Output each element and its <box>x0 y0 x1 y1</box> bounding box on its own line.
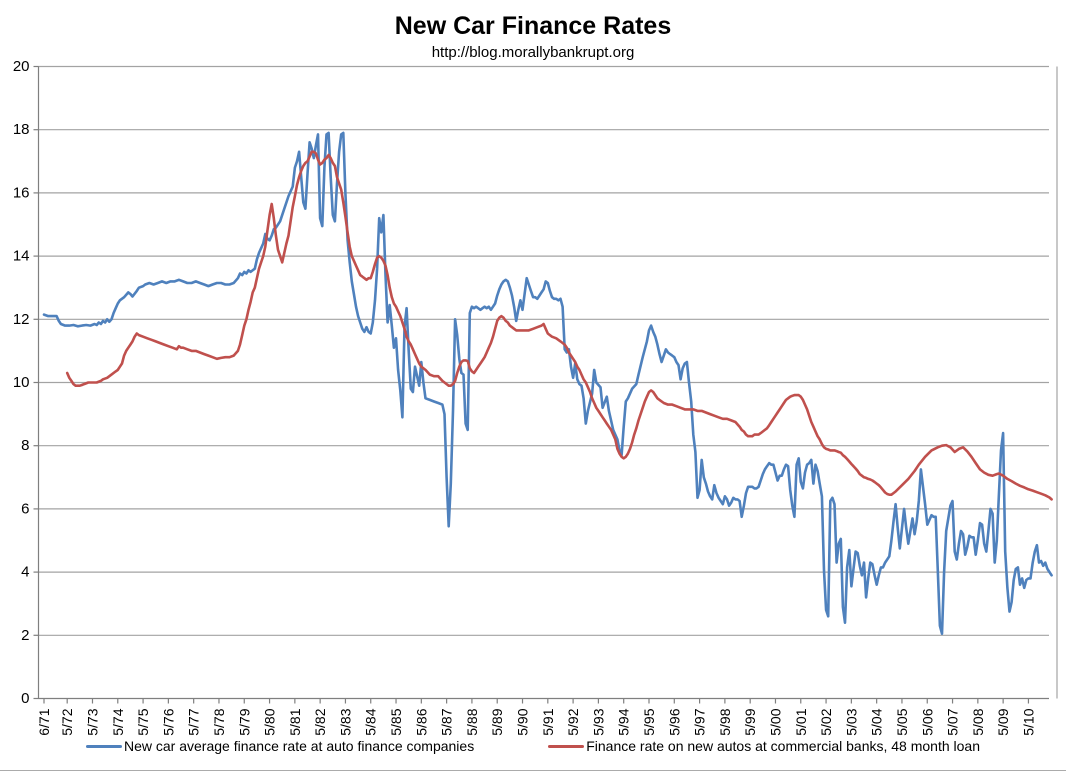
legend-item-commercial-banks: Finance rate on new autos at commercial … <box>548 738 980 754</box>
x-tick-label-5/10: 5/10 <box>1020 708 1036 735</box>
legend: New car average finance rate at auto fin… <box>0 738 1066 754</box>
window-bottom-edge <box>0 770 1066 771</box>
x-tick-label-5/84: 5/84 <box>363 708 379 735</box>
y-tick-label-6: 6 <box>21 500 29 517</box>
y-tick-label-18: 18 <box>13 121 30 138</box>
blue-line-swatch <box>86 744 122 748</box>
y-tick-label-0: 0 <box>21 690 29 707</box>
x-tick-label-5/05: 5/05 <box>894 708 910 735</box>
series-line-commercial-banks <box>65 150 1053 501</box>
y-tick-label-16: 16 <box>13 184 30 201</box>
x-tick-label-5/96: 5/96 <box>666 708 682 735</box>
legend-item-auto-finance-companies: New car average finance rate at auto fin… <box>86 738 474 754</box>
x-tick-label-6/71: 6/71 <box>36 708 52 735</box>
x-tick-label-5/97: 5/97 <box>692 708 708 735</box>
x-tick-label-5/76: 5/76 <box>160 708 176 735</box>
x-tick-label-5/95: 5/95 <box>641 708 657 735</box>
x-tick-label-5/90: 5/90 <box>515 708 531 735</box>
y-tick-label-10: 10 <box>13 374 30 391</box>
x-tick-label-5/99: 5/99 <box>742 708 758 735</box>
y-tick-label-2: 2 <box>21 627 29 644</box>
x-tick-label-5/73: 5/73 <box>84 708 100 735</box>
x-tick-label-5/86: 5/86 <box>413 708 429 735</box>
x-tick-label-5/03: 5/03 <box>843 708 859 735</box>
y-tick-label-14: 14 <box>13 248 30 265</box>
x-tick-label-5/08: 5/08 <box>970 708 986 735</box>
x-tick-label-5/78: 5/78 <box>211 708 227 735</box>
y-tick-label-8: 8 <box>21 437 29 454</box>
y-tick-label-20: 20 <box>13 58 30 75</box>
x-tick-label-5/83: 5/83 <box>337 708 353 735</box>
x-tick-label-5/09: 5/09 <box>995 708 1011 735</box>
plot-area: 0 2 4 6 8 10 12 14 16 18 20 6/71 5/72 5/73 5/74 5/75 5/7… <box>13 58 1058 736</box>
x-tick-label-5/82: 5/82 <box>312 708 328 735</box>
x-tick-label-5/92: 5/92 <box>565 708 581 735</box>
x-tick-label-5/00: 5/00 <box>767 708 783 735</box>
x-tick-label-5/74: 5/74 <box>110 708 126 735</box>
x-tick-label-5/02: 5/02 <box>818 708 834 735</box>
x-tick-label-5/07: 5/07 <box>945 708 961 735</box>
x-tick-label-5/72: 5/72 <box>59 708 75 735</box>
x-tick-label-5/81: 5/81 <box>287 708 303 735</box>
chart-subtitle: http://blog.morallybankrupt.org <box>431 44 635 61</box>
red-line-swatch <box>548 744 585 748</box>
x-tick-label-5/85: 5/85 <box>388 708 404 735</box>
x-tick-label-5/75: 5/75 <box>135 708 151 735</box>
x-tick-label-5/04: 5/04 <box>869 708 885 735</box>
x-tick-label-5/80: 5/80 <box>262 708 278 735</box>
x-tick-label-5/94: 5/94 <box>616 708 632 735</box>
x-tick-label-5/91: 5/91 <box>540 708 556 735</box>
y-tick-label-4: 4 <box>21 564 29 581</box>
y-tick-label-12: 12 <box>13 311 30 328</box>
x-tick-label-5/88: 5/88 <box>464 708 480 735</box>
legend-label-auto-finance-companies: New car average finance rate at auto fin… <box>124 738 475 754</box>
x-tick-label-5/87: 5/87 <box>439 708 455 735</box>
x-tick-label-5/01: 5/01 <box>793 708 809 735</box>
x-tick-label-5/98: 5/98 <box>717 708 733 735</box>
x-tick-label-5/93: 5/93 <box>590 708 606 735</box>
series-line-auto-finance-companies <box>42 131 1053 636</box>
x-tick-label-5/06: 5/06 <box>919 708 935 735</box>
x-tick-label-5/89: 5/89 <box>489 708 505 735</box>
x-tick-label-5/79: 5/79 <box>236 708 252 735</box>
x-tick-label-5/77: 5/77 <box>186 708 202 735</box>
chart-title: New Car Finance Rates <box>394 12 672 40</box>
legend-label-commercial-banks: Finance rate on new autos at commercial … <box>586 738 980 754</box>
